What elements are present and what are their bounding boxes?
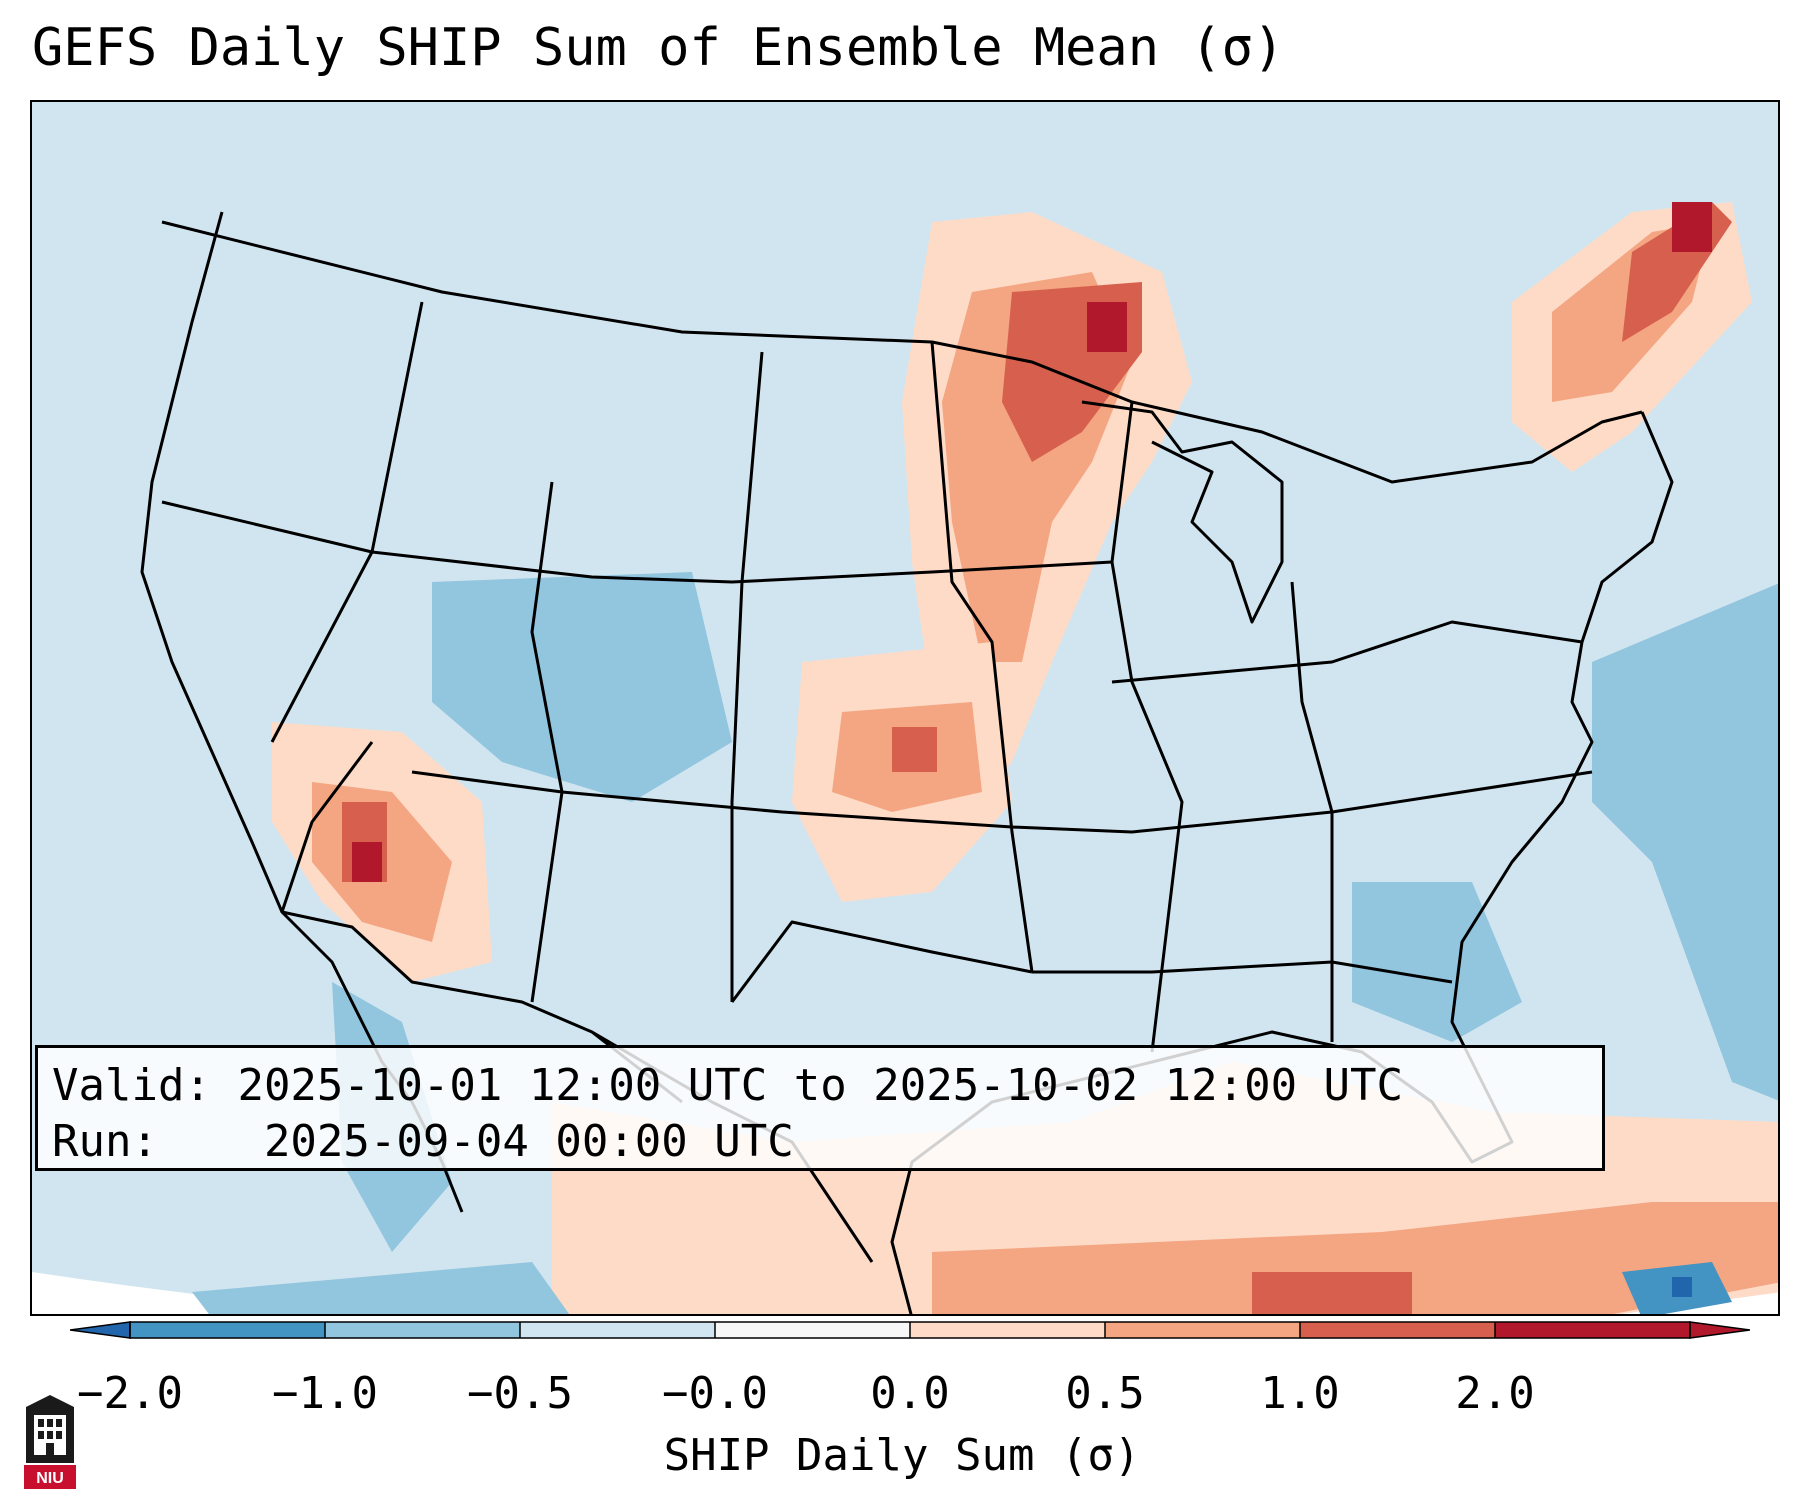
state-line-12 xyxy=(280,741,374,913)
colorbar-tick-label: 0.0 xyxy=(870,1368,950,1419)
anomaly-caribbean-mid xyxy=(932,1202,1778,1314)
colorbar-segment xyxy=(1105,1322,1300,1338)
state-line-10 xyxy=(1032,960,1453,984)
anomaly-bottom-cool xyxy=(192,1262,570,1314)
us-mexico-border xyxy=(281,910,683,1104)
ship-anomaly-map[interactable] xyxy=(32,102,1780,1316)
state-line-11 xyxy=(730,920,1033,1003)
state-line-7 xyxy=(1110,401,1184,1053)
colorbar-segment xyxy=(910,1322,1105,1338)
page-title: GEFS Daily SHIP Sum of Ensemble Mean (σ) xyxy=(32,18,1285,78)
state-line-5 xyxy=(730,351,764,1002)
anomaly-rockies-cool xyxy=(432,572,732,802)
anomaly-southwest-peak xyxy=(352,842,382,882)
niu-logo-text: NIU xyxy=(36,1470,64,1487)
colorbar-tick-label: −0.0 xyxy=(662,1368,768,1419)
run-value: 2025-09-04 00:00 UTC xyxy=(263,1116,794,1167)
state-line-1 xyxy=(161,500,1113,584)
anomaly-northeast-peak xyxy=(1672,202,1712,252)
colorbar-tick-label: −0.5 xyxy=(467,1368,573,1419)
anomaly-caribbean-strong xyxy=(1252,1272,1412,1314)
colorbar-extend-under xyxy=(70,1321,131,1339)
geographic-borders xyxy=(140,211,1674,1314)
run-line: Run: 2025-09-04 00:00 UTC xyxy=(52,1114,1588,1170)
colorbar xyxy=(70,1321,1750,1339)
state-line-4 xyxy=(530,481,564,1003)
domain-mask-left xyxy=(32,1272,385,1314)
colorbar-segment xyxy=(325,1322,520,1338)
anomaly-plains-strong xyxy=(892,727,937,772)
run-label: Run: xyxy=(52,1116,158,1167)
colorbar-segment xyxy=(130,1322,325,1338)
state-line-8 xyxy=(1290,581,1334,1042)
colorbar-tick-label: −1.0 xyxy=(272,1368,378,1419)
colorbar-tick-label: −2.0 xyxy=(77,1368,183,1419)
colorbar-segment xyxy=(1495,1322,1690,1338)
colorbar-segment xyxy=(715,1322,910,1338)
valid-label: Valid: xyxy=(52,1060,211,1111)
anomaly-southeast-cool xyxy=(1352,882,1522,1042)
colorbar-extend-over xyxy=(1689,1321,1750,1339)
state-line-9 xyxy=(1111,620,1583,684)
niu-seal-icon: NIU xyxy=(24,1395,76,1489)
us-canada-border xyxy=(161,220,1643,484)
anomaly-field xyxy=(192,202,1778,1314)
colorbar-segment xyxy=(520,1322,715,1338)
colorbar-tick-label: 1.0 xyxy=(1260,1368,1340,1419)
colorbar-segment xyxy=(1300,1322,1495,1338)
state-line-6 xyxy=(930,341,1034,973)
domain-mask-right xyxy=(1621,1282,1778,1314)
colorbar-tick-label: 0.5 xyxy=(1065,1368,1145,1419)
anomaly-atlantic-cool xyxy=(1592,583,1778,1101)
valid-line: Valid: 2025-10-01 12:00 UTC to 2025-10-0… xyxy=(52,1058,1588,1114)
colorbar-title: SHIP Daily Sum (σ) xyxy=(663,1430,1141,1481)
state-line-3 xyxy=(270,301,424,743)
valid-run-info-box: Valid: 2025-10-01 12:00 UTC to 2025-10-0… xyxy=(35,1045,1605,1171)
valid-value: 2025-10-01 12:00 UTC to 2025-10-02 12:00… xyxy=(237,1060,1404,1111)
great-lakes xyxy=(1081,400,1284,624)
colorbar-tick-label: 2.0 xyxy=(1455,1368,1535,1419)
anomaly-upper-midwest-peak xyxy=(1087,302,1127,352)
anomaly-cuba-strong xyxy=(1672,1277,1692,1297)
